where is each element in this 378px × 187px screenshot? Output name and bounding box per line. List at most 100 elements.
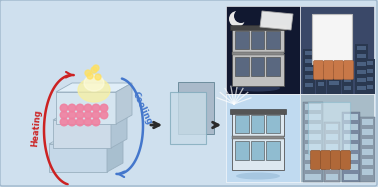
Bar <box>344 86 351 90</box>
Polygon shape <box>56 92 116 124</box>
Bar <box>329 65 339 69</box>
Circle shape <box>85 70 91 76</box>
Bar <box>251 57 264 76</box>
Circle shape <box>76 118 84 126</box>
Bar <box>305 154 321 160</box>
Circle shape <box>91 67 97 73</box>
FancyBboxPatch shape <box>310 151 321 169</box>
Bar <box>362 149 373 155</box>
Circle shape <box>60 111 68 119</box>
Bar <box>318 74 324 78</box>
Circle shape <box>76 111 84 119</box>
Circle shape <box>68 111 76 119</box>
Bar <box>235 31 249 49</box>
Bar <box>344 78 351 82</box>
Circle shape <box>92 111 100 119</box>
FancyBboxPatch shape <box>333 61 344 79</box>
Polygon shape <box>53 111 127 120</box>
Text: Cooling: Cooling <box>130 90 153 126</box>
Bar <box>365 59 375 94</box>
Polygon shape <box>49 135 123 144</box>
Polygon shape <box>53 120 111 148</box>
Polygon shape <box>260 11 293 30</box>
Bar <box>170 92 206 144</box>
FancyBboxPatch shape <box>321 151 330 169</box>
Bar <box>232 136 284 139</box>
Bar <box>326 164 338 170</box>
Bar <box>178 82 214 134</box>
Bar <box>326 134 338 140</box>
Bar <box>235 57 249 76</box>
Circle shape <box>87 73 93 79</box>
Bar <box>324 122 340 182</box>
Bar <box>312 14 352 64</box>
Polygon shape <box>107 135 123 172</box>
FancyBboxPatch shape <box>313 61 324 79</box>
Circle shape <box>93 65 99 71</box>
Circle shape <box>68 104 76 112</box>
Bar <box>326 154 338 160</box>
Bar <box>235 141 249 160</box>
Bar <box>329 81 339 85</box>
Bar <box>344 62 351 66</box>
Bar <box>344 70 351 74</box>
Bar <box>308 102 350 154</box>
Circle shape <box>84 118 92 126</box>
Bar <box>318 82 324 86</box>
Bar <box>266 57 280 76</box>
Circle shape <box>60 104 68 112</box>
Bar <box>305 114 321 120</box>
Bar <box>305 144 321 150</box>
Bar <box>305 75 313 79</box>
FancyBboxPatch shape <box>330 151 341 169</box>
Bar <box>251 116 264 133</box>
Circle shape <box>76 104 84 112</box>
Bar <box>232 53 284 86</box>
Bar <box>305 124 321 130</box>
FancyBboxPatch shape <box>324 61 333 79</box>
Bar <box>326 174 338 180</box>
Bar <box>357 62 366 66</box>
Bar <box>360 117 375 182</box>
Bar <box>303 49 315 94</box>
Bar <box>226 94 300 182</box>
Bar <box>362 139 373 145</box>
Circle shape <box>234 9 248 23</box>
Bar <box>251 31 264 49</box>
Bar <box>344 174 358 180</box>
Bar <box>300 6 374 94</box>
FancyBboxPatch shape <box>344 61 353 79</box>
Bar <box>316 56 326 94</box>
Circle shape <box>60 118 68 126</box>
Bar <box>326 124 338 130</box>
Bar <box>232 28 284 52</box>
Bar <box>357 86 366 90</box>
Circle shape <box>100 104 108 112</box>
FancyBboxPatch shape <box>341 151 350 169</box>
Bar <box>329 41 339 45</box>
Bar <box>357 46 366 50</box>
Circle shape <box>95 74 101 80</box>
Bar <box>305 164 321 170</box>
Bar <box>266 116 280 133</box>
Bar <box>344 54 351 58</box>
Bar <box>226 6 300 94</box>
Circle shape <box>92 104 100 112</box>
Ellipse shape <box>236 172 280 180</box>
Circle shape <box>100 111 108 119</box>
Bar <box>367 69 373 73</box>
Bar <box>232 112 284 136</box>
Bar <box>367 61 373 65</box>
Bar <box>230 109 286 114</box>
Bar <box>232 137 284 170</box>
Polygon shape <box>56 83 132 92</box>
Circle shape <box>229 11 245 27</box>
Bar <box>329 73 339 77</box>
Bar <box>300 94 374 182</box>
Ellipse shape <box>84 75 104 91</box>
Bar <box>326 144 338 150</box>
Bar <box>305 174 321 180</box>
Bar <box>305 51 313 55</box>
Circle shape <box>84 104 92 112</box>
Bar <box>342 112 360 182</box>
